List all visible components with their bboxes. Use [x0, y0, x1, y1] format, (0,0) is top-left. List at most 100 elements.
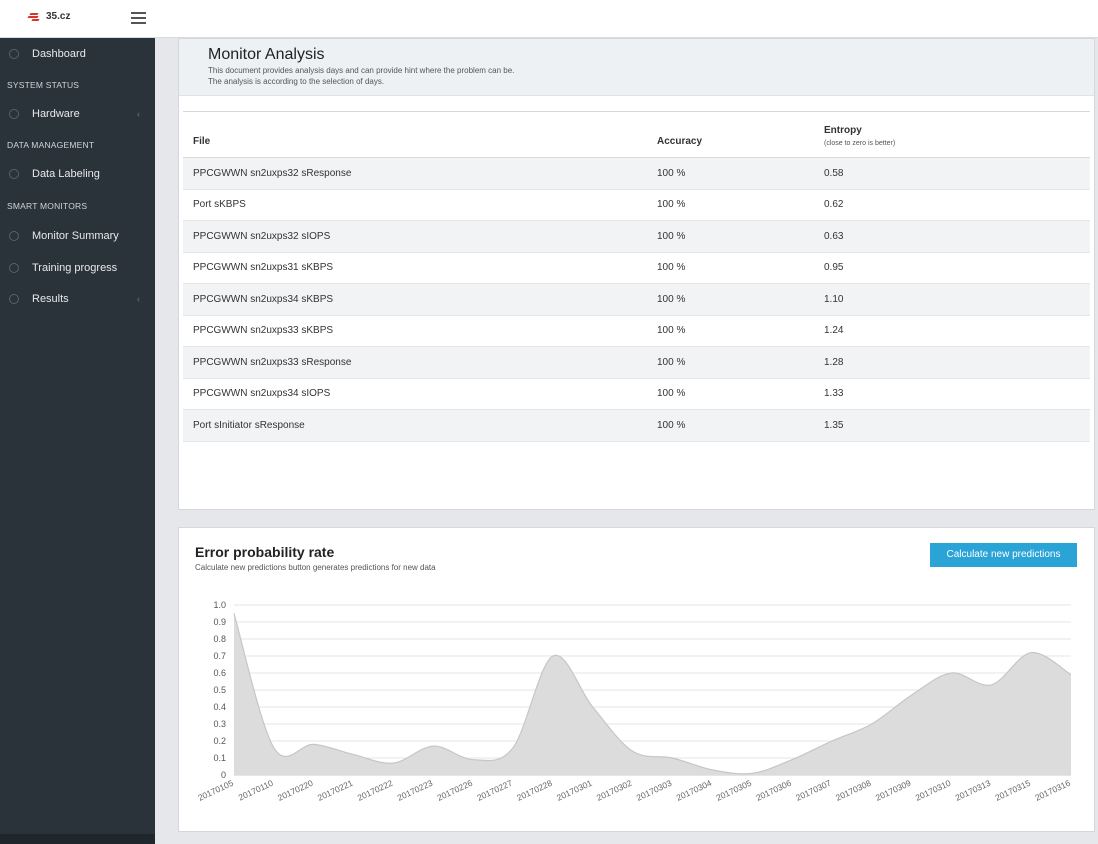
table-row[interactable]: PPCGWWN sn2uxps31 sKBPS 100 % 0.95	[183, 252, 1090, 284]
sidebar-section-smart-monitors: SMART MONITORS	[7, 201, 88, 211]
column-header-accuracy[interactable]: Accuracy	[647, 111, 814, 158]
panel-description: This document provides analysis days and…	[208, 66, 515, 75]
cell-accuracy: 100 %	[647, 315, 814, 347]
cell-accuracy: 100 %	[647, 283, 814, 316]
x-tick-label: 20170302	[595, 778, 634, 803]
sidebar-item-data-labeling[interactable]: Data Labeling	[0, 162, 155, 186]
y-tick-label: 0.4	[213, 702, 226, 712]
cell-entropy: 0.63	[814, 220, 1090, 253]
table-row[interactable]: PPCGWWN sn2uxps32 sResponse 100 % 0.58	[183, 157, 1090, 190]
column-header-file[interactable]: File	[183, 111, 647, 158]
cell-accuracy: 100 %	[647, 189, 814, 221]
y-tick-label: 0.9	[213, 617, 226, 627]
table-row[interactable]: PPCGWWN sn2uxps33 sResponse 100 % 1.28	[183, 346, 1090, 379]
x-tick-label: 20170305	[714, 778, 753, 803]
cell-file: PPCGWWN sn2uxps34 sIOPS	[183, 378, 647, 410]
cell-accuracy: 100 %	[647, 378, 814, 410]
x-tick-label: 20170309	[874, 778, 913, 803]
entropy-label: Entropy	[824, 125, 862, 136]
x-tick-label: 20170310	[914, 778, 953, 803]
y-tick-label: 0.6	[213, 668, 226, 678]
table-row[interactable]: PPCGWWN sn2uxps32 sIOPS 100 % 0.63	[183, 220, 1090, 253]
table-header-row: File Accuracy Entropy (close to zero is …	[183, 111, 1090, 158]
x-tick-label: 20170308	[834, 778, 873, 803]
x-tick-label: 20170222	[356, 778, 395, 803]
y-tick-label: 0.8	[213, 634, 226, 644]
cell-accuracy: 100 %	[647, 252, 814, 284]
entropy-note: (close to zero is better)	[824, 140, 896, 147]
error-probability-panel: Error probability rate Calculate new pre…	[178, 527, 1095, 832]
x-tick-label: 20170220	[276, 778, 315, 803]
tag-icon	[9, 109, 19, 119]
x-tick-label: 20170227	[475, 778, 514, 803]
cell-file: Port sInitiator sResponse	[183, 409, 647, 442]
y-tick-label: 0.1	[213, 753, 226, 763]
sidebar-item-monitor-summary[interactable]: Monitor Summary	[0, 224, 155, 248]
dashboard-icon	[9, 49, 19, 59]
sidebar-item-label: Dashboard	[32, 48, 86, 60]
x-tick-label: 20170315	[993, 778, 1032, 803]
logo-text: 35.cz	[46, 11, 71, 22]
column-header-entropy[interactable]: Entropy (close to zero is better)	[814, 111, 1090, 158]
cell-entropy: 1.24	[814, 315, 1090, 347]
cell-entropy: 1.10	[814, 283, 1090, 316]
table-row[interactable]: Port sKBPS 100 % 0.62	[183, 189, 1090, 221]
x-tick-label: 20170307	[794, 778, 833, 803]
sidebar-item-training-progress[interactable]: Training progress	[0, 256, 155, 280]
panel-description: The analysis is according to the selecti…	[208, 77, 385, 86]
cell-file: PPCGWWN sn2uxps32 sIOPS	[183, 220, 647, 253]
sidebar-item-label: Monitor Summary	[32, 230, 119, 242]
sidebar-item-hardware[interactable]: Hardware ‹	[0, 102, 155, 126]
y-tick-label: 0.5	[213, 685, 226, 695]
x-tick-label: 20170110	[237, 778, 275, 803]
sidebar-item-dashboard[interactable]: Dashboard	[0, 42, 155, 66]
x-tick-label: 20170223	[396, 778, 435, 803]
cell-file: PPCGWWN sn2uxps33 sResponse	[183, 346, 647, 379]
cell-file: PPCGWWN sn2uxps31 sKBPS	[183, 252, 647, 284]
sidebar-item-results[interactable]: Results ‹	[0, 287, 155, 311]
logo[interactable]: 35.cz	[27, 11, 71, 22]
x-tick-label: 20170313	[954, 778, 993, 803]
sidebar-section-data-management: DATA MANAGEMENT	[7, 140, 95, 150]
table-row[interactable]: PPCGWWN sn2uxps34 sIOPS 100 % 1.33	[183, 378, 1090, 410]
cell-file: Port sKBPS	[183, 189, 647, 221]
sidebar-item-label: Results	[32, 293, 69, 305]
y-tick-label: 0.3	[213, 719, 226, 729]
cell-entropy: 0.62	[814, 189, 1090, 221]
progress-icon	[9, 263, 19, 273]
x-tick-label: 20170303	[635, 778, 674, 803]
cell-accuracy: 100 %	[647, 220, 814, 253]
series-area	[234, 613, 1071, 775]
x-tick-label: 20170316	[1033, 778, 1072, 803]
y-tick-label: 0.7	[213, 651, 226, 661]
cell-entropy: 1.35	[814, 409, 1090, 442]
hamburger-icon[interactable]	[131, 12, 146, 24]
table-row[interactable]: PPCGWWN sn2uxps34 sKBPS 100 % 1.10	[183, 283, 1090, 316]
logo-mark-icon	[27, 12, 44, 22]
y-tick-label: 1.0	[213, 600, 226, 610]
results-icon	[9, 294, 19, 304]
series-line	[233, 613, 1072, 775]
cell-file: PPCGWWN sn2uxps34 sKBPS	[183, 283, 647, 316]
label-icon	[9, 169, 19, 179]
cell-accuracy: 100 %	[647, 157, 814, 190]
y-tick-label: 0.2	[213, 736, 226, 746]
calculate-predictions-button[interactable]: Calculate new predictions	[930, 543, 1077, 567]
sidebar: Dashboard SYSTEM STATUS Hardware ‹ DATA …	[0, 38, 155, 844]
monitor-analysis-panel: Monitor Analysis This document provides …	[178, 38, 1095, 510]
chart-subtitle: Calculate new predictions button generat…	[195, 563, 436, 572]
x-tick-label: 20170226	[435, 778, 474, 803]
table-row[interactable]: Port sInitiator sResponse 100 % 1.35	[183, 409, 1090, 442]
panel-header: Monitor Analysis This document provides …	[179, 39, 1094, 96]
summary-icon	[9, 231, 19, 241]
chevron-left-icon: ‹	[137, 294, 140, 304]
sidebar-item-label: Training progress	[32, 262, 118, 274]
sidebar-section-system-status: SYSTEM STATUS	[7, 80, 80, 90]
x-tick-label: 20170301	[555, 778, 594, 803]
table-row[interactable]: PPCGWWN sn2uxps33 sKBPS 100 % 1.24	[183, 315, 1090, 347]
x-tick-label: 20170228	[515, 778, 554, 803]
cell-accuracy: 100 %	[647, 409, 814, 442]
cell-entropy: 1.28	[814, 346, 1090, 379]
cell-file: PPCGWWN sn2uxps33 sKBPS	[183, 315, 647, 347]
